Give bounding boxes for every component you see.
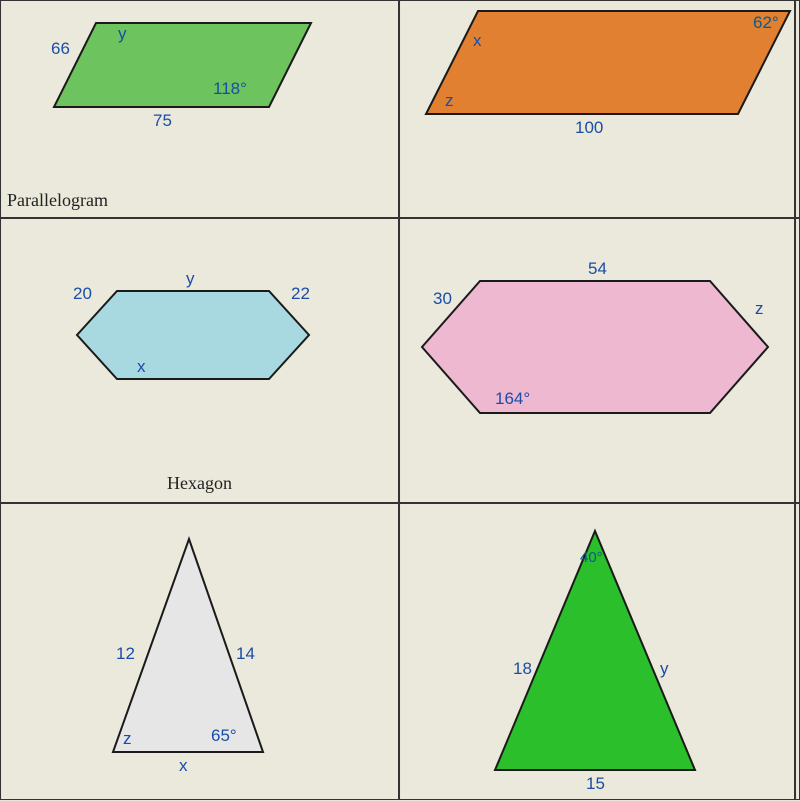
triangle-green	[495, 531, 695, 770]
cell-hexagon-small: 20 y 22 x Hexagon	[0, 218, 399, 503]
cell-strip-3	[795, 503, 800, 800]
parallelogram-small-svg	[1, 1, 400, 219]
hexagon-small-svg	[1, 219, 400, 504]
label-side-30: 30	[433, 289, 452, 309]
shapes-grid: 66 y 118° 75 Parallelogram 62° x z 100 2…	[0, 0, 800, 800]
parallelogram-large-svg	[400, 1, 796, 219]
cell-strip-1	[795, 0, 800, 218]
cell-triangle-gray: 12 14 65° z x	[0, 503, 399, 800]
label-var-x: x	[473, 31, 482, 51]
label-side-66: 66	[51, 39, 70, 59]
label-var-z-tri: z	[123, 729, 132, 749]
label-angle-164: 164°	[495, 389, 530, 409]
hexagon-large	[422, 281, 768, 413]
label-side-54: 54	[588, 259, 607, 279]
cell-strip-2	[795, 218, 800, 503]
label-var-y-tri: y	[660, 659, 669, 679]
triangle-gray-svg	[1, 504, 400, 801]
hexagon-small	[77, 291, 309, 379]
label-var-y-hex: y	[186, 269, 195, 289]
label-side-75: 75	[153, 111, 172, 131]
label-angle-40: 40°	[580, 549, 603, 566]
label-side-18: 18	[513, 659, 532, 679]
label-var-y: y	[118, 24, 127, 44]
label-side-15: 15	[586, 774, 605, 794]
label-var-x-tri: x	[179, 756, 188, 776]
label-side-12: 12	[116, 644, 135, 664]
cell-parallelogram-small: 66 y 118° 75 Parallelogram	[0, 0, 399, 218]
label-var-z-hex: z	[755, 299, 764, 319]
caption-parallelogram: Parallelogram	[7, 190, 108, 211]
label-angle-62: 62°	[753, 13, 779, 33]
label-side-20: 20	[73, 284, 92, 304]
label-angle-65: 65°	[211, 726, 237, 746]
cell-hexagon-large: 30 54 z 164°	[399, 218, 795, 503]
label-side-22: 22	[291, 284, 310, 304]
label-angle-118: 118°	[213, 79, 247, 99]
cell-parallelogram-large: 62° x z 100	[399, 0, 795, 218]
label-side-100: 100	[575, 118, 603, 138]
label-var-z: z	[445, 91, 454, 111]
label-var-x-hex: x	[137, 357, 146, 377]
label-side-14: 14	[236, 644, 255, 664]
caption-hexagon: Hexagon	[167, 473, 232, 494]
cell-triangle-green: 40° 18 y 15	[399, 503, 795, 800]
parallelogram-small	[54, 23, 311, 107]
parallelogram-large	[426, 11, 790, 114]
